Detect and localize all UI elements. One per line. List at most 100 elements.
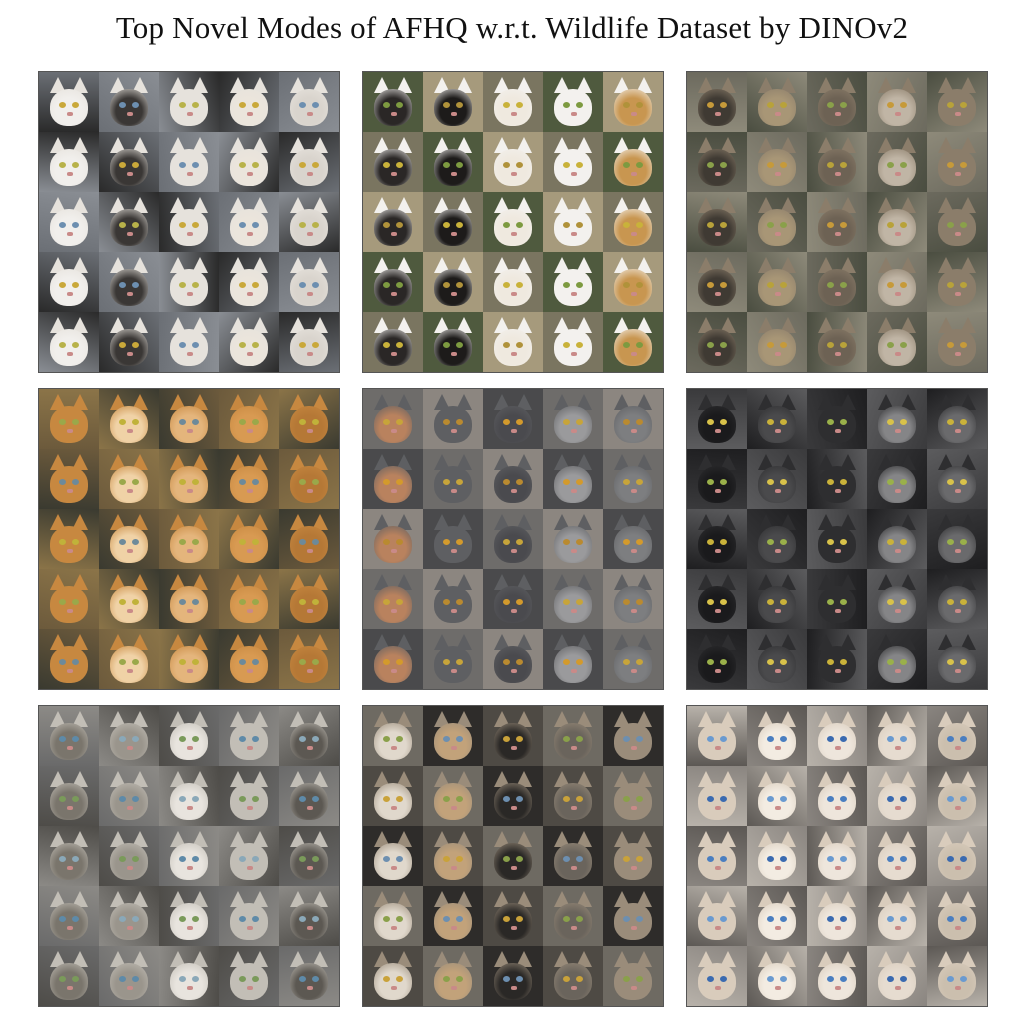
cat-photo-thumbnail xyxy=(219,252,279,312)
cat-photo-thumbnail xyxy=(363,252,423,312)
cat-photo-thumbnail xyxy=(363,509,423,569)
cat-photo-thumbnail xyxy=(747,449,807,509)
cat-photo-thumbnail xyxy=(747,312,807,372)
cat-photo-thumbnail xyxy=(219,946,279,1006)
cat-photo-thumbnail xyxy=(927,569,987,629)
cat-photo-thumbnail xyxy=(543,766,603,826)
cat-photo-thumbnail xyxy=(807,886,867,946)
cat-photo-thumbnail xyxy=(867,389,927,449)
cat-photo-thumbnail xyxy=(603,252,663,312)
cat-photo-thumbnail xyxy=(219,629,279,689)
cat-photo-thumbnail xyxy=(687,826,747,886)
cat-photo-thumbnail xyxy=(363,192,423,252)
mode-panel-9 xyxy=(686,705,988,1007)
cat-photo-thumbnail xyxy=(423,449,483,509)
cat-photo-thumbnail xyxy=(423,72,483,132)
cat-photo-thumbnail xyxy=(867,886,927,946)
cat-photo-thumbnail xyxy=(159,132,219,192)
cat-photo-thumbnail xyxy=(363,886,423,946)
cat-photo-thumbnail xyxy=(603,132,663,192)
cat-photo-thumbnail xyxy=(867,629,927,689)
cat-photo-thumbnail xyxy=(687,132,747,192)
cat-photo-thumbnail xyxy=(483,766,543,826)
cat-photo-thumbnail xyxy=(39,629,99,689)
cat-photo-thumbnail xyxy=(747,569,807,629)
cat-photo-thumbnail xyxy=(867,252,927,312)
cat-photo-thumbnail xyxy=(279,192,339,252)
cat-photo-thumbnail xyxy=(423,389,483,449)
cat-photo-thumbnail xyxy=(747,72,807,132)
cat-photo-thumbnail xyxy=(543,252,603,312)
cat-photo-thumbnail xyxy=(219,132,279,192)
cat-photo-thumbnail xyxy=(99,766,159,826)
cat-photo-thumbnail xyxy=(159,766,219,826)
cat-photo-thumbnail xyxy=(807,706,867,766)
cat-photo-thumbnail xyxy=(423,629,483,689)
cat-photo-thumbnail xyxy=(543,312,603,372)
cat-photo-thumbnail xyxy=(219,509,279,569)
cat-photo-thumbnail xyxy=(483,886,543,946)
cat-photo-thumbnail xyxy=(687,629,747,689)
cat-photo-thumbnail xyxy=(219,72,279,132)
cat-photo-thumbnail xyxy=(219,312,279,372)
cat-photo-thumbnail xyxy=(39,252,99,312)
cat-photo-thumbnail xyxy=(279,72,339,132)
cat-photo-thumbnail xyxy=(603,509,663,569)
cat-photo-thumbnail xyxy=(159,449,219,509)
cat-photo-thumbnail xyxy=(363,72,423,132)
cat-photo-thumbnail xyxy=(159,569,219,629)
cat-photo-thumbnail xyxy=(279,312,339,372)
cat-photo-thumbnail xyxy=(927,449,987,509)
cat-photo-thumbnail xyxy=(423,569,483,629)
cat-photo-thumbnail xyxy=(39,449,99,509)
cat-photo-thumbnail xyxy=(39,826,99,886)
mode-panel-8 xyxy=(362,705,664,1007)
cat-photo-thumbnail xyxy=(99,826,159,886)
cat-photo-thumbnail xyxy=(99,72,159,132)
cat-photo-thumbnail xyxy=(807,252,867,312)
cat-photo-thumbnail xyxy=(807,312,867,372)
cat-photo-thumbnail xyxy=(99,946,159,1006)
cat-photo-thumbnail xyxy=(807,569,867,629)
cat-photo-thumbnail xyxy=(423,312,483,372)
cat-photo-thumbnail xyxy=(423,826,483,886)
cat-photo-thumbnail xyxy=(807,192,867,252)
cat-photo-thumbnail xyxy=(927,946,987,1006)
cat-photo-thumbnail xyxy=(39,886,99,946)
cat-photo-thumbnail xyxy=(279,706,339,766)
cat-photo-thumbnail xyxy=(867,449,927,509)
cat-photo-thumbnail xyxy=(687,192,747,252)
figure-title: Top Novel Modes of AFHQ w.r.t. Wildlife … xyxy=(115,10,909,45)
cat-photo-thumbnail xyxy=(603,886,663,946)
cat-photo-thumbnail xyxy=(363,569,423,629)
cat-photo-thumbnail xyxy=(543,509,603,569)
cat-photo-thumbnail xyxy=(99,509,159,569)
cat-photo-thumbnail xyxy=(279,946,339,1006)
cat-photo-thumbnail xyxy=(423,946,483,1006)
cat-photo-thumbnail xyxy=(543,629,603,689)
cat-photo-thumbnail xyxy=(603,826,663,886)
cat-photo-thumbnail xyxy=(927,312,987,372)
cat-photo-thumbnail xyxy=(39,132,99,192)
cat-photo-thumbnail xyxy=(39,312,99,372)
cat-photo-thumbnail xyxy=(363,766,423,826)
cat-photo-thumbnail xyxy=(687,72,747,132)
cat-photo-thumbnail xyxy=(483,706,543,766)
cat-photo-thumbnail xyxy=(867,132,927,192)
cat-photo-thumbnail xyxy=(747,706,807,766)
cat-photo-thumbnail xyxy=(603,946,663,1006)
cat-photo-thumbnail xyxy=(279,629,339,689)
cat-photo-thumbnail xyxy=(687,766,747,826)
cat-photo-thumbnail xyxy=(279,449,339,509)
cat-photo-thumbnail xyxy=(363,826,423,886)
cat-photo-thumbnail xyxy=(483,252,543,312)
cat-photo-thumbnail xyxy=(159,826,219,886)
cat-photo-thumbnail xyxy=(279,252,339,312)
cat-photo-thumbnail xyxy=(543,946,603,1006)
cat-photo-thumbnail xyxy=(363,706,423,766)
mode-panel-6 xyxy=(686,388,988,690)
cat-photo-thumbnail xyxy=(603,312,663,372)
cat-photo-thumbnail xyxy=(543,826,603,886)
cat-photo-thumbnail xyxy=(39,389,99,449)
cat-photo-thumbnail xyxy=(159,946,219,1006)
